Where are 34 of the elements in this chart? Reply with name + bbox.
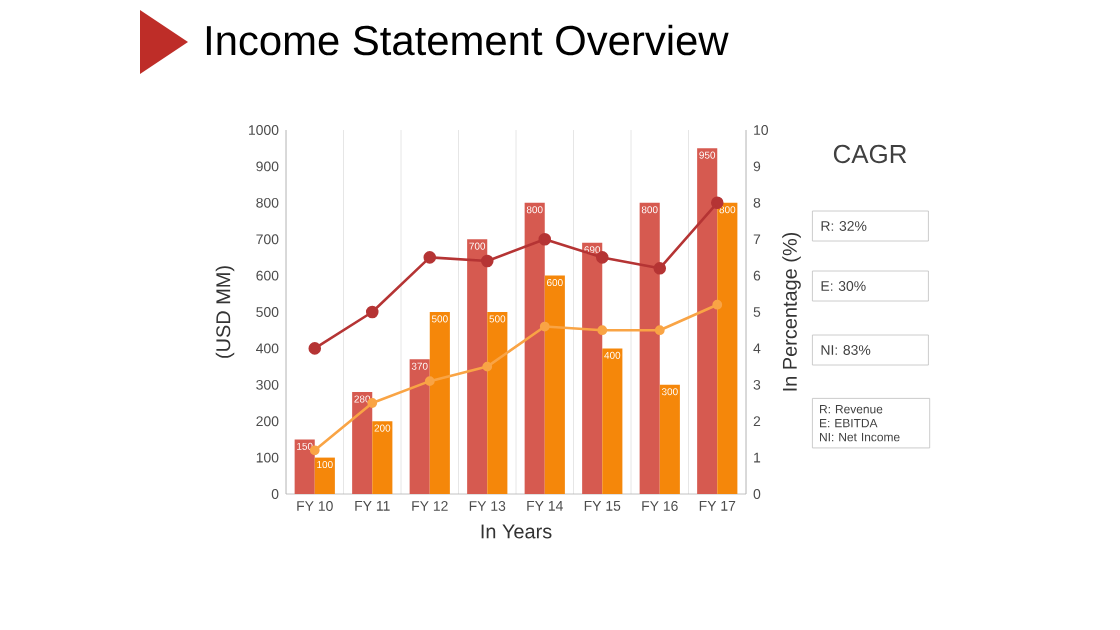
bar (352, 392, 373, 494)
point (653, 262, 667, 275)
x-axis-title: In Years (481, 524, 552, 539)
bar (717, 202, 738, 494)
bar (544, 275, 565, 494)
point (480, 254, 494, 268)
bar (697, 148, 718, 494)
chart-title: Income Statement Overview (206, 24, 729, 56)
bar (639, 202, 660, 494)
bar (524, 202, 545, 494)
bar (314, 457, 335, 494)
point (308, 342, 322, 355)
point (597, 325, 608, 336)
point (423, 251, 437, 264)
point (539, 321, 550, 332)
point (538, 232, 552, 246)
point (712, 299, 723, 310)
bar (467, 239, 488, 494)
bar (372, 421, 393, 494)
point (654, 325, 665, 336)
y2-axis-title: In Percentage (%) (782, 232, 801, 391)
bar (582, 242, 603, 494)
bar (659, 384, 680, 494)
point (595, 251, 609, 264)
bar (487, 312, 508, 494)
bar (294, 439, 315, 494)
y-axis-title: (USD MM) (215, 266, 235, 358)
point (482, 361, 493, 372)
point (424, 376, 435, 387)
bar (429, 312, 450, 494)
point (365, 305, 379, 319)
text: CAGR (833, 144, 907, 164)
bar (602, 348, 623, 494)
bar (409, 359, 430, 494)
